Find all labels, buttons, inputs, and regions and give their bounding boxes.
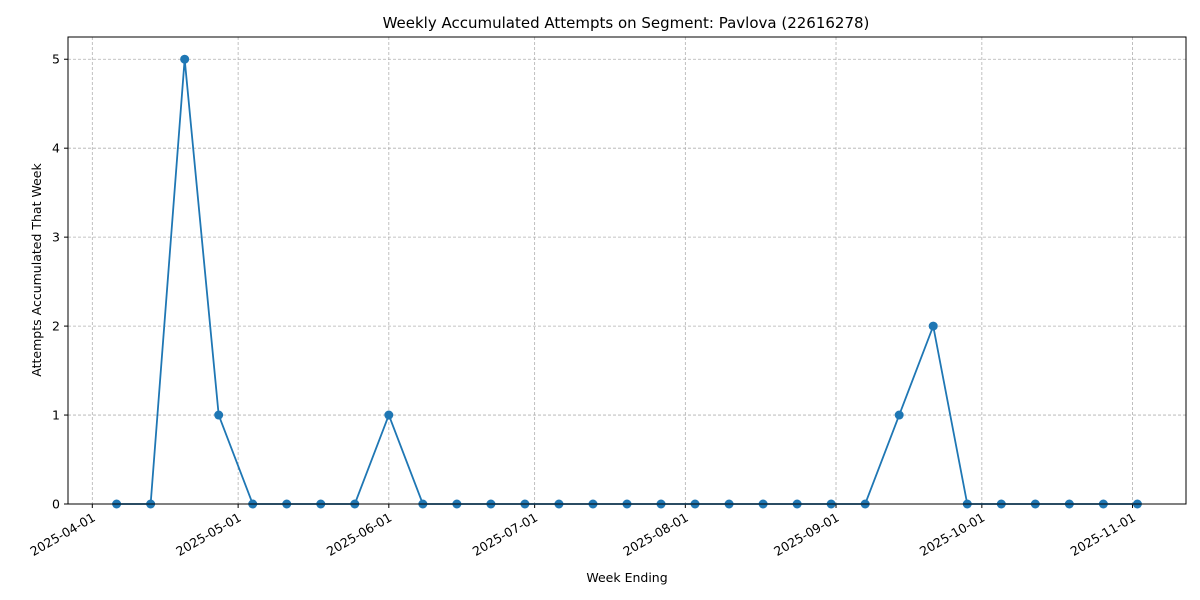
chart-title: Weekly Accumulated Attempts on Segment: … xyxy=(383,14,870,32)
y-axis-label: Attempts Accumulated That Week xyxy=(29,163,44,377)
plot-frame xyxy=(67,36,1187,505)
series-line xyxy=(116,59,1138,505)
x-tick-label: 2025-06-01 xyxy=(324,510,394,559)
x-tick-label: 2025-11-01 xyxy=(1068,510,1138,559)
x-axis-label: Week Ending xyxy=(586,570,667,585)
axes-layer: 0 1 2 3 4 5 2025-04-01 2025-05-01 2025-06-01 2025… xyxy=(27,52,1138,559)
data-point xyxy=(180,54,190,64)
x-tick-label: 2025-10-01 xyxy=(917,510,987,559)
x-tick-label: 2025-07-01 xyxy=(470,510,540,559)
x-tick-label: 2025-05-01 xyxy=(173,510,243,559)
y-tick-label: 5 xyxy=(52,52,60,67)
data-point xyxy=(384,410,394,420)
data-point xyxy=(894,410,904,420)
data-point xyxy=(214,410,224,420)
y-tick-label: 4 xyxy=(52,141,60,156)
y-tick-label: 1 xyxy=(52,408,60,423)
grid-layer xyxy=(68,37,1186,505)
y-tick-label: 3 xyxy=(52,230,60,245)
x-tick-label: 2025-09-01 xyxy=(771,510,841,559)
y-tick-label: 0 xyxy=(52,497,60,512)
data-point xyxy=(928,321,938,331)
y-tick-label: 2 xyxy=(52,319,60,334)
x-tick-label: 2025-04-01 xyxy=(27,510,97,559)
x-tick-label: 2025-08-01 xyxy=(620,510,690,559)
series-layer xyxy=(112,54,1142,509)
